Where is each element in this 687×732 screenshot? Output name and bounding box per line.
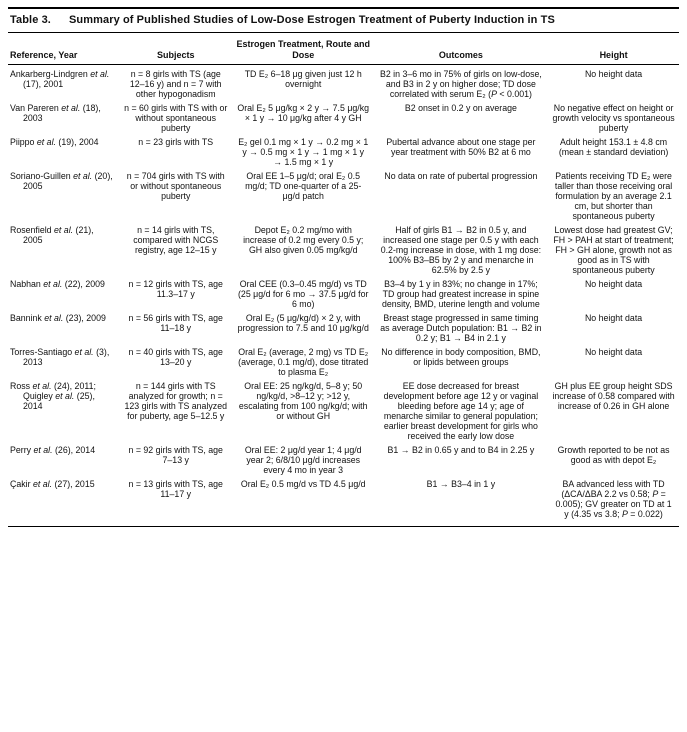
cell-treatment: TD E₂ 6–18 μg given just 12 h overnight	[244, 69, 362, 89]
cell-height: Patients receiving TD E₂ were taller tha…	[554, 171, 673, 221]
study-row: Bannink et al. (23), 2009 n = 56 girls w…	[8, 309, 679, 343]
cell-treatment: Oral EE: 25 ng/kg/d, 5–8 y; 50 ng/kg/d, …	[238, 381, 368, 421]
cell-outcomes: B2 in 3–6 mo in 75% of girls on low-dose…	[379, 69, 542, 99]
cell-subjects: n = 40 girls with TS, age 13–20 y	[128, 347, 223, 367]
cell-outcomes: Half of girls B1 → B2 in 0.5 y, and incr…	[380, 225, 542, 275]
col-header-reference-year: Reference, Year	[8, 33, 119, 65]
cell-outcomes: Pubertal advance about one stage per yea…	[386, 137, 536, 157]
cell-outcomes: B2 onset in 0.2 y on average	[404, 103, 517, 113]
cell-outcomes: No difference in body composition, BMD, …	[381, 347, 541, 367]
header-row: Reference, Year Subjects Estrogen Treatm…	[8, 33, 679, 65]
cell-reference-year: Ankarberg-Lindgren et al. (17), 2001	[10, 69, 110, 89]
cell-subjects: n = 14 girls with TS, compared with NCGS…	[133, 225, 219, 255]
cell-height: No height data	[584, 69, 643, 79]
table-body: Ankarberg-Lindgren et al. (17), 2001 n =…	[8, 65, 679, 527]
study-row: Soriano-Guillen et al. (20), 2005 n = 70…	[8, 167, 679, 221]
study-row: Perry et al. (26), 2014 n = 92 girls wit…	[8, 441, 679, 475]
study-row: Torres-Santiago et al. (3), 2013 n = 40 …	[8, 343, 679, 377]
cell-reference-year: Bannink et al. (23), 2009	[10, 313, 106, 323]
col-header-height: Height	[548, 33, 679, 65]
col-header-estrogen-treatment: Estrogen Treatment, Route and Dose	[232, 33, 374, 65]
study-row: Ross et al. (24), 2011; Quigley et al. (…	[8, 377, 679, 441]
cell-reference-year: Rosenfield et al. (21), 2005	[10, 225, 94, 245]
cell-subjects: n = 92 girls with TS, age 7–13 y	[128, 445, 223, 465]
cell-reference-year: Perry et al. (26), 2014	[10, 445, 96, 455]
cell-reference-year: Torres-Santiago et al. (3), 2013	[10, 347, 110, 367]
cell-height: No negative effect on height or growth v…	[552, 103, 675, 133]
cell-treatment: Oral E₂ (average, 2 mg) vs TD E₂ (averag…	[238, 347, 369, 377]
cell-height: No height data	[584, 313, 643, 323]
cell-treatment: Oral E₂ (5 μg/kg/d) × 2 y, with progress…	[237, 313, 369, 333]
cell-height: Lowest dose had greatest GV; FH > PAH at…	[553, 225, 674, 275]
cell-outcomes: No data on rate of pubertal progression	[384, 171, 538, 181]
cell-subjects: n = 12 girls with TS, age 11.3–17 y	[128, 279, 223, 299]
cell-outcomes: B3–4 by 1 y in 83%; no change in 17%; TD…	[382, 279, 540, 309]
cell-height: Growth reported to be not as good as wit…	[557, 445, 670, 465]
table-label: Table 3.	[10, 14, 51, 26]
cell-reference-year: Soriano-Guillen et al. (20), 2005	[10, 171, 113, 191]
cell-outcomes: B1 → B3–4 in 1 y	[426, 479, 496, 489]
cell-subjects: n = 23 girls with TS	[138, 137, 214, 147]
cell-outcomes: B1 → B2 in 0.65 y and to B4 in 2.25 y	[387, 445, 535, 455]
study-row: Piippo et al. (19), 2004 n = 23 girls wi…	[8, 133, 679, 167]
cell-treatment: Oral E₂ 5 μg/kg × 2 y → 7.5 μg/kg × 1 y …	[237, 103, 370, 123]
cell-reference-year: Nabhan et al. (22), 2009	[10, 279, 105, 289]
cell-height: BA advanced less with TD (ΔCA/ΔBA 2.2 vs…	[555, 479, 672, 519]
cell-height: No height data	[584, 279, 643, 289]
cell-treatment: Oral CEE (0.3–0.45 mg/d) vs TD (25 μg/d …	[238, 279, 369, 309]
col-header-outcomes: Outcomes	[373, 33, 549, 65]
col-header-subjects: Subjects	[118, 33, 233, 65]
cell-treatment: Oral EE: 2 μg/d year 1; 4 μg/d year 2; 6…	[244, 445, 362, 475]
table-title: Summary of Published Studies of Low-Dose…	[68, 14, 555, 26]
table-caption: Table 3. Summary of Published Studies of …	[8, 7, 679, 33]
cell-subjects: n = 56 girls with TS, age 11–18 y	[128, 313, 223, 333]
cell-subjects: n = 60 girls with TS with or without spo…	[124, 103, 228, 133]
cell-outcomes: Breast stage progressed in same timing a…	[380, 313, 542, 343]
study-row: Rosenfield et al. (21), 2005 n = 14 girl…	[8, 221, 679, 275]
cell-treatment: Oral EE 1–5 μg/d; oral E₂ 0.5 mg/d; TD o…	[245, 171, 362, 201]
cell-reference-year: Ross et al. (24), 2011; Quigley et al. (…	[10, 381, 96, 411]
cell-subjects: n = 8 girls with TS (age 12–16 y) and n …	[129, 69, 222, 99]
cell-outcomes: EE dose decreased for breast development…	[383, 381, 539, 441]
study-row: Nabhan et al. (22), 2009 n = 12 girls wi…	[8, 275, 679, 309]
cell-height: No height data	[584, 347, 643, 357]
cell-treatment: Depot E₂ 0.2 mg/mo with increase of 0.2 …	[243, 225, 364, 255]
cell-subjects: n = 704 girls with TS with or without sp…	[126, 171, 225, 201]
study-row: Ankarberg-Lindgren et al. (17), 2001 n =…	[8, 65, 679, 99]
cell-reference-year: Piippo et al. (19), 2004	[10, 137, 99, 147]
study-row: Van Pareren et al. (18), 2003 n = 60 gir…	[8, 99, 679, 133]
cell-reference-year: Van Pareren et al. (18), 2003	[10, 103, 101, 123]
study-row: Çakir et al. (27), 2015 n = 13 girls wit…	[8, 475, 679, 527]
cell-reference-year: Çakir et al. (27), 2015	[10, 479, 95, 489]
cell-subjects: n = 13 girls with TS, age 11–17 y	[128, 479, 223, 499]
cell-treatment: E₂ gel 0.1 mg × 1 y → 0.2 mg × 1 y → 0.5…	[238, 137, 369, 167]
cell-height: GH plus EE group height SDS increase of …	[552, 381, 675, 411]
cell-height: Adult height 153.1 ± 4.8 cm (mean ± stan…	[558, 137, 669, 157]
studies-table: Reference, Year Subjects Estrogen Treatm…	[8, 33, 679, 527]
cell-subjects: n = 144 girls with TS analyzed for growt…	[124, 381, 227, 421]
cell-treatment: Oral E₂ 0.5 mg/d vs TD 4.5 μg/d	[240, 479, 366, 489]
